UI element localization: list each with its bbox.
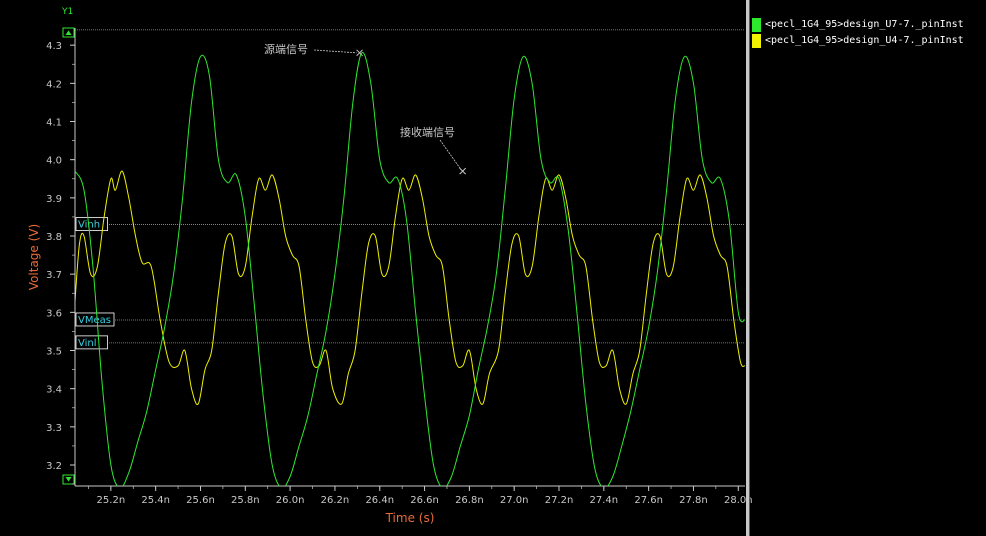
x-tick-label-0: 25.2n xyxy=(97,495,126,506)
legend-label-receiver: <pecl_1G4_95>design_U4-7._pinInst xyxy=(765,35,964,46)
x-tick-label-13: 27.8n xyxy=(679,495,708,506)
legend-item-receiver[interactable]: <pecl_1G4_95>design_U4-7._pinInst xyxy=(752,33,982,48)
ref-label-box-vmeas[interactable] xyxy=(75,312,115,327)
y-tick-label-1: 3.3 xyxy=(46,423,62,434)
annotation-receiver-signal: 接收端信号 xyxy=(400,125,455,139)
x-tick-label-11: 27.4n xyxy=(590,495,619,506)
y-tick-label-3: 3.5 xyxy=(46,347,62,358)
triangle-up-icon xyxy=(65,30,72,35)
x-tick-label-7: 26.6n xyxy=(410,495,439,506)
y-tick-label-6: 3.8 xyxy=(46,232,62,243)
annotation-source-signal: 源端信号 xyxy=(264,42,308,56)
series-line-receiver xyxy=(75,170,745,406)
y-tick-label-7: 3.9 xyxy=(46,194,62,205)
annotation-receiver-leader xyxy=(439,139,461,170)
legend-swatch-source xyxy=(752,17,761,32)
ref-label-vmeas: VMeas xyxy=(78,315,111,326)
legend: <pecl_1G4_95>design_U7-7._pinInst <pecl_… xyxy=(752,17,982,49)
x-tick-label-10: 27.2n xyxy=(545,495,574,506)
y-tick-label-9: 4.1 xyxy=(46,118,62,129)
x-tick-label-6: 26.4n xyxy=(365,495,394,506)
x-tick-label-12: 27.6n xyxy=(634,495,663,506)
x-tick-label-4: 26.0n xyxy=(276,495,305,506)
x-tick-label-5: 26.2n xyxy=(321,495,350,506)
x-axis-title: Time (s) xyxy=(385,511,435,525)
x-tick-label-3: 25.8n xyxy=(231,495,260,506)
x-tick-label-14: 28.0n xyxy=(724,495,753,506)
y-tick-label-8: 4.0 xyxy=(46,156,62,167)
triangle-down-icon xyxy=(65,477,72,482)
ref-label-vinl: Vinl xyxy=(78,338,97,349)
y-tick-label-11: 4.3 xyxy=(46,41,62,52)
legend-item-source[interactable]: <pecl_1G4_95>design_U7-7._pinInst xyxy=(752,17,982,32)
x-tick-label-8: 26.8n xyxy=(455,495,484,506)
ref-label-box-vinl[interactable] xyxy=(75,335,109,350)
y-tick-label-2: 3.4 xyxy=(46,385,62,396)
ref-label-box-vinh[interactable] xyxy=(75,217,109,231)
pane-divider-shadow xyxy=(749,0,750,536)
y-tick-label-4: 3.6 xyxy=(46,308,62,319)
annotation-source-leader xyxy=(313,49,357,54)
y-tick-label-0: 3.2 xyxy=(46,461,62,472)
y1-axis-name: Y1 xyxy=(61,7,73,17)
y-axis-title: Voltage (V) xyxy=(27,224,41,290)
annotation-source-marker xyxy=(356,49,363,57)
x-tick-label-1: 25.4n xyxy=(141,495,170,506)
legend-swatch-receiver xyxy=(752,33,761,48)
y-tick-label-5: 3.7 xyxy=(46,270,62,281)
pane-divider[interactable] xyxy=(746,0,749,536)
x-tick-label-2: 25.6n xyxy=(186,495,215,506)
series-line-source xyxy=(75,51,745,486)
annotation-receiver-marker xyxy=(459,167,467,175)
x-tick-label-9: 27.0n xyxy=(500,495,529,506)
legend-label-source: <pecl_1G4_95>design_U7-7._pinInst xyxy=(765,19,964,30)
y-tick-label-10: 4.2 xyxy=(46,79,62,90)
